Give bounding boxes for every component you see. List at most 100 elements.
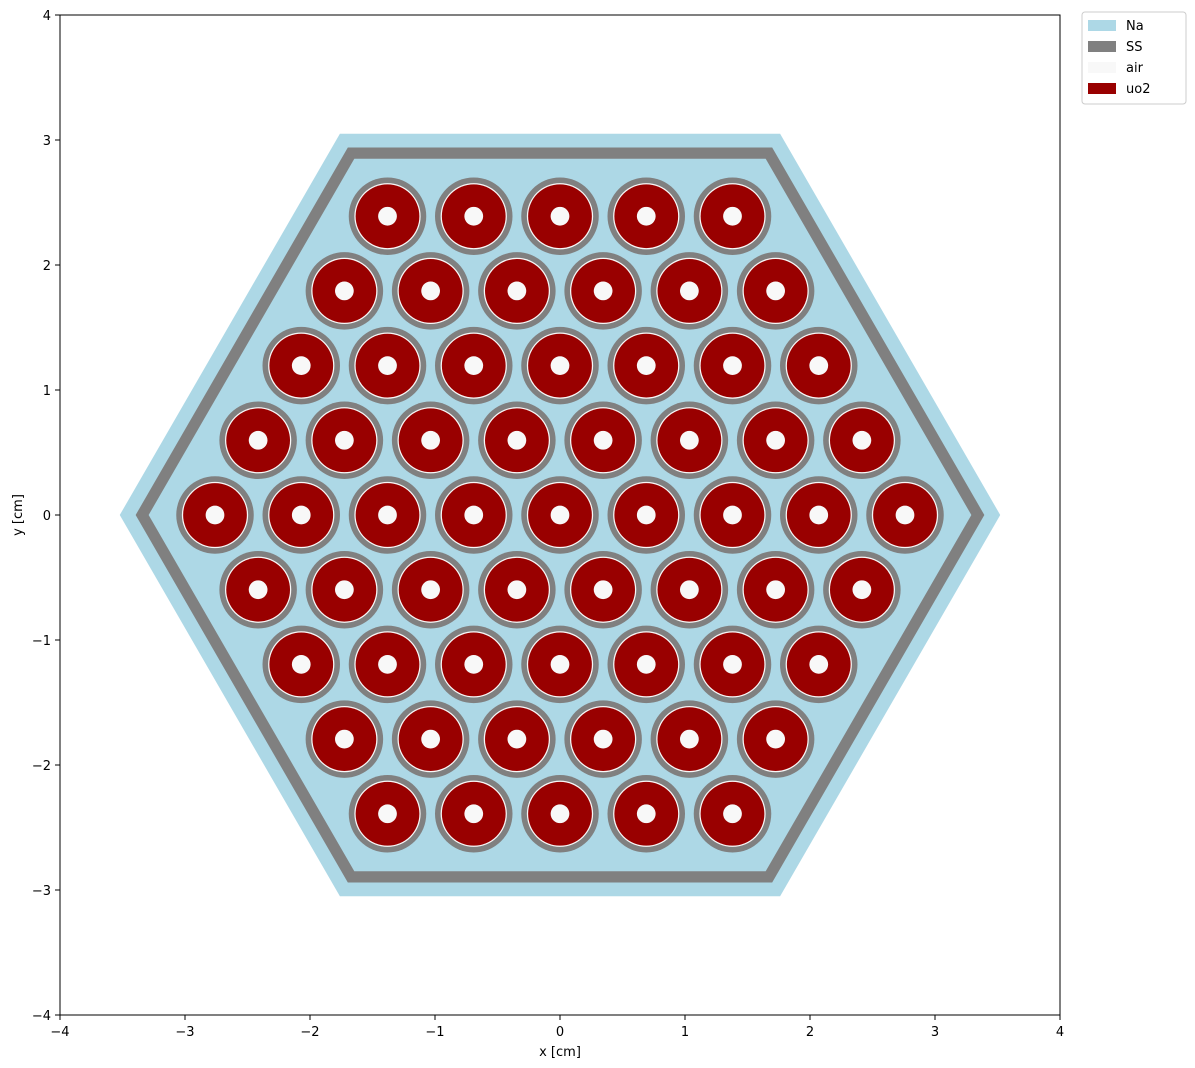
pin-central-hole: [378, 356, 397, 375]
fuel-pin: [693, 177, 772, 255]
fuel-pin: [693, 476, 772, 554]
pin-central-hole: [507, 281, 527, 301]
fuel-pin: [521, 625, 599, 704]
fuel-pin: [866, 476, 944, 554]
pin-central-hole: [723, 356, 742, 375]
pin-central-hole: [852, 580, 872, 600]
fuel-pin: [435, 625, 513, 704]
fuel-pin: [693, 775, 772, 853]
fuel-pin: [736, 700, 815, 778]
legend-swatch-air: [1088, 62, 1116, 73]
pin-central-hole: [464, 655, 484, 674]
y-tick-label: −3: [32, 884, 51, 899]
pin-central-hole: [766, 281, 785, 301]
fuel-pin: [780, 326, 858, 405]
pin-central-hole: [464, 804, 484, 824]
fuel-pin: [391, 700, 470, 778]
pin-central-hole: [421, 430, 440, 450]
fuel-pin: [219, 550, 297, 629]
fuel-pin: [564, 700, 642, 778]
fuel-pin: [693, 625, 772, 704]
pin-central-hole: [248, 430, 268, 450]
fuel-pin: [305, 252, 384, 330]
fuel-pin: [435, 177, 513, 255]
pin-central-hole: [766, 430, 785, 450]
fuel-pin: [607, 625, 685, 704]
x-axis-label: x [cm]: [539, 1045, 581, 1060]
legend-entries: Na SS air uo2: [1088, 19, 1150, 97]
y-axis-ticks: −4 −3 −2 −1 0 1 2 3 4: [32, 9, 60, 1024]
pin-central-hole: [723, 655, 742, 674]
fuel-pin: [823, 550, 901, 629]
fuel-pin: [823, 401, 901, 480]
pin-central-hole: [335, 430, 354, 450]
fuel-pin: [305, 550, 384, 629]
pin-central-hole: [291, 655, 311, 674]
fuel-pin: [478, 550, 556, 629]
pin-central-hole: [507, 729, 527, 749]
x-tick-label: −3: [175, 1025, 194, 1040]
fuel-pin: [219, 401, 297, 480]
pin-central-hole: [809, 505, 829, 525]
fuel-pin: [780, 476, 858, 554]
fuel-pin: [736, 401, 815, 480]
pin-central-hole: [507, 430, 527, 450]
fuel-pin: [693, 326, 772, 405]
x-tick-label: 0: [556, 1025, 564, 1040]
legend-label-air: air: [1126, 61, 1144, 76]
pin-central-hole: [291, 356, 311, 375]
pin-central-hole: [464, 505, 484, 525]
pin-central-hole: [636, 804, 656, 824]
pin-central-hole: [636, 206, 656, 226]
pin-central-hole: [636, 655, 656, 674]
pin-central-hole: [205, 505, 225, 525]
fuel-pin: [435, 775, 513, 853]
pin-central-hole: [550, 655, 570, 674]
pin-central-hole: [291, 505, 311, 525]
fuel-pin: [564, 401, 642, 480]
y-tick-label: −2: [32, 759, 51, 774]
pin-central-hole: [809, 356, 829, 375]
fuel-pin: [607, 177, 685, 255]
pin-central-hole: [593, 729, 613, 749]
legend-label-SS: SS: [1126, 40, 1143, 55]
legend-swatch-uo2: [1088, 83, 1116, 94]
fuel-pin-lattice: [176, 177, 944, 853]
y-tick-label: 3: [43, 134, 51, 149]
pin-central-hole: [809, 655, 829, 674]
fuel-pin: [736, 550, 815, 629]
pin-central-hole: [464, 356, 484, 375]
pin-central-hole: [550, 206, 570, 226]
pin-central-hole: [378, 505, 397, 525]
fuel-pin: [564, 252, 642, 330]
fuel-pin: [650, 401, 729, 480]
x-tick-label: −4: [50, 1025, 69, 1040]
pin-central-hole: [766, 729, 785, 749]
fuel-pin: [607, 775, 685, 853]
legend-swatch-Na: [1088, 20, 1116, 31]
x-tick-label: 3: [931, 1025, 939, 1040]
fuel-pin: [391, 252, 470, 330]
fuel-pin: [348, 177, 427, 255]
fuel-pin: [607, 326, 685, 405]
fuel-pin: [262, 625, 340, 704]
fuel-pin: [478, 252, 556, 330]
fuel-pin: [176, 476, 254, 554]
pin-central-hole: [593, 430, 613, 450]
fuel-pin: [435, 476, 513, 554]
fuel-pin: [780, 625, 858, 704]
x-tick-label: −2: [300, 1025, 319, 1040]
pin-central-hole: [248, 580, 268, 600]
fuel-pin: [391, 550, 470, 629]
pin-central-hole: [680, 580, 699, 600]
fuel-pin: [564, 550, 642, 629]
fuel-pin: [391, 401, 470, 480]
pin-central-hole: [723, 206, 742, 226]
fuel-pin: [650, 252, 729, 330]
y-tick-label: −1: [32, 634, 51, 649]
pin-central-hole: [378, 206, 397, 226]
pin-central-hole: [421, 281, 440, 301]
legend-frame: [1081, 11, 1187, 105]
fuel-pin: [348, 326, 427, 405]
